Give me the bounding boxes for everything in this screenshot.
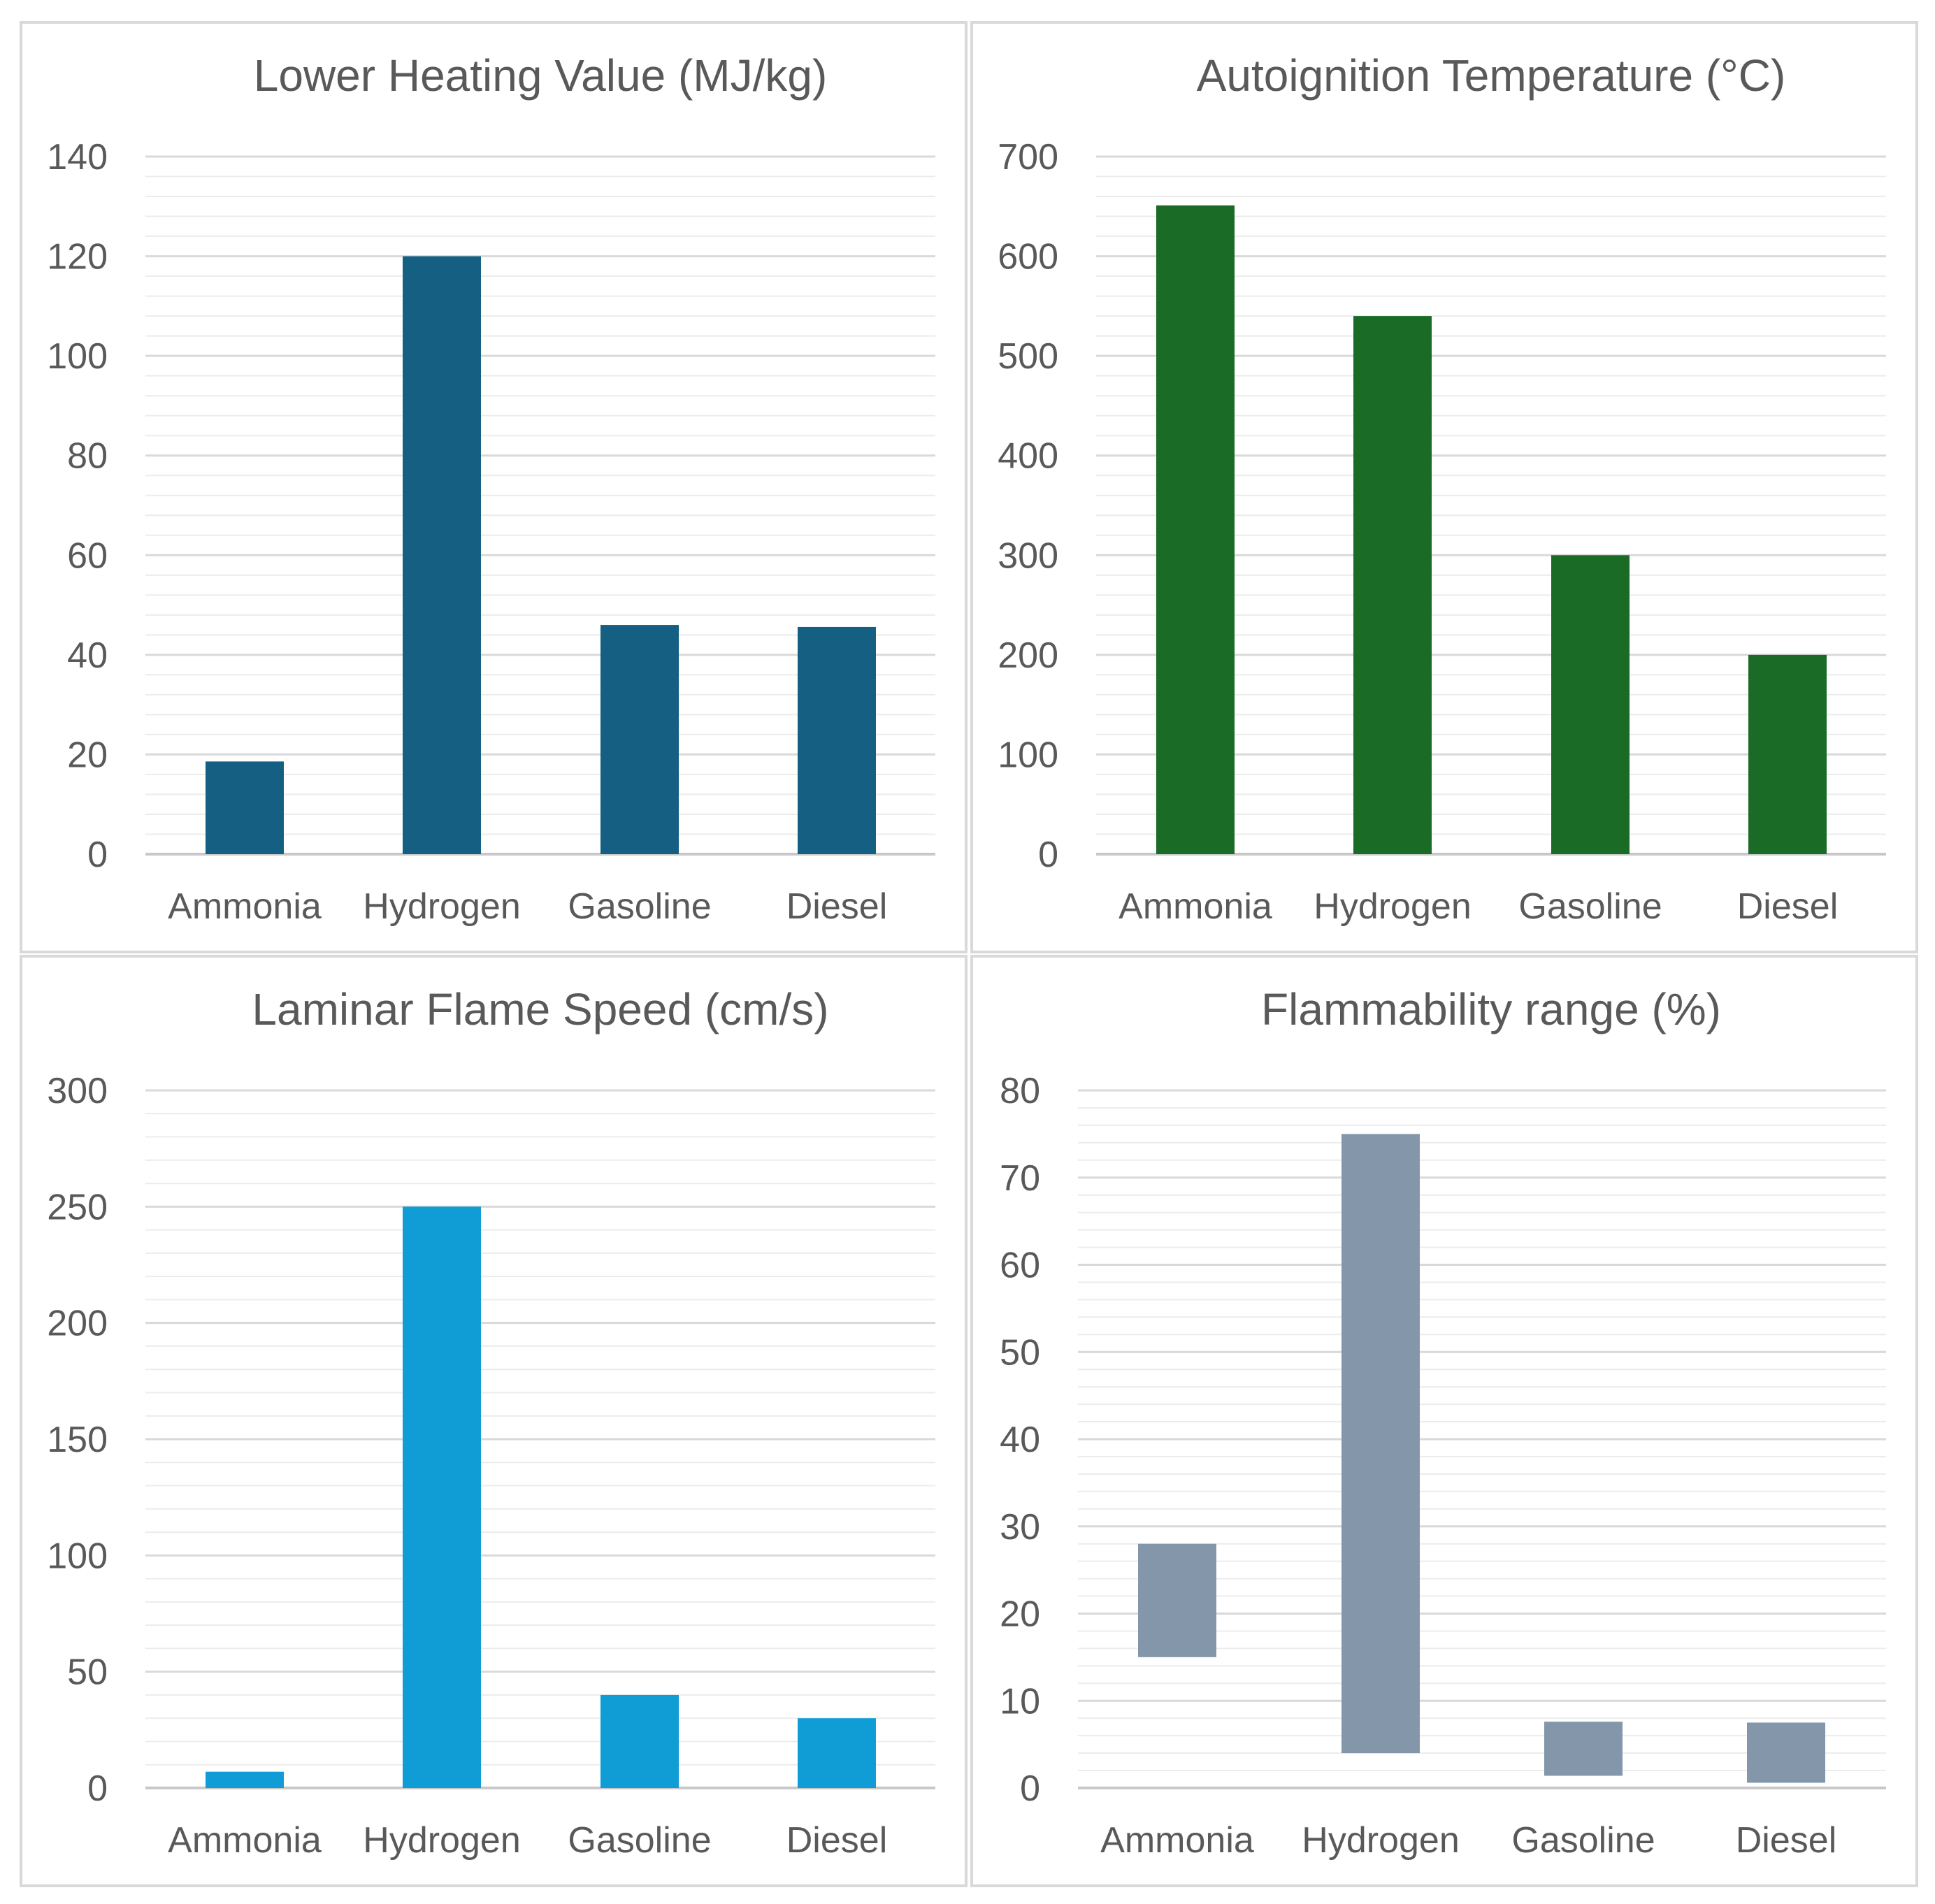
y-tick-label: 0: [87, 1768, 108, 1809]
bar-ammonia: [206, 1771, 284, 1788]
bar-ammonia: [206, 761, 284, 854]
y-tick-label: 30: [1000, 1507, 1040, 1548]
y-tick-label: 200: [998, 635, 1058, 676]
y-tick-label: 700: [998, 137, 1058, 178]
y-tick-label: 80: [67, 436, 108, 477]
y-tick-label: 100: [998, 735, 1058, 775]
chart-flammability-range: Flammability range (%) 0 10 20 30 40 50 60 70 80…: [1000, 984, 1886, 1861]
x-tick-label: Hydrogen: [363, 886, 520, 927]
y-tick-label: 0: [1020, 1768, 1040, 1809]
bar-diesel: [798, 626, 876, 854]
bar-hydrogen: [1341, 1134, 1420, 1754]
y-tick-label: 120: [47, 237, 108, 277]
y-tick-label: 70: [1000, 1158, 1040, 1199]
y-tick-label: 600: [998, 237, 1058, 277]
bar-hydrogen: [1353, 316, 1432, 855]
y-tick-label: 10: [1000, 1681, 1040, 1722]
y-tick-label: 300: [998, 535, 1058, 576]
y-tick-label: 40: [67, 635, 108, 676]
y-tick-label: 250: [47, 1187, 108, 1227]
y-tick-label: 140: [47, 137, 108, 178]
bar-ammonia: [1138, 1543, 1216, 1657]
x-tick-label: Hydrogen: [363, 1820, 520, 1861]
y-tick-label: 100: [47, 1536, 108, 1576]
x-tick-label: Diesel: [1737, 886, 1839, 927]
y-tick-label: 50: [67, 1652, 108, 1693]
y-tick-label: 150: [47, 1420, 108, 1460]
y-tick-label: 40: [1000, 1420, 1040, 1460]
chart-title: Lower Heating Value (MJ/kg): [254, 50, 828, 101]
bar-diesel: [1748, 654, 1827, 854]
bar-gasoline: [600, 625, 679, 854]
y-tick-label: 400: [998, 436, 1058, 477]
y-tick-label: 80: [1000, 1071, 1040, 1111]
x-tick-label: Gasoline: [1518, 886, 1662, 927]
chart-title: Autoignition Temperature (°C): [1197, 50, 1786, 101]
chart-panel-flammability-range: Flammability range (%) 0 10 20 30 40 50 60 70 80…: [970, 955, 1918, 1887]
chart-autoignition-temperature: Autoignition Temperature (°C) 0 100 200 300…: [998, 50, 1886, 927]
y-tick-label: 50: [1000, 1332, 1040, 1373]
chart-title: Laminar Flame Speed (cm/s): [252, 984, 828, 1034]
chart-panel-autoignition-temperature: Autoignition Temperature (°C) 0 100 200 300…: [970, 21, 1918, 953]
x-tick-label: Diesel: [786, 886, 888, 927]
y-tick-label: 300: [47, 1071, 108, 1111]
bar-gasoline: [1551, 555, 1630, 854]
x-tick-label: Diesel: [1736, 1820, 1837, 1861]
bar-diesel: [798, 1718, 876, 1788]
y-tick-label: 60: [1000, 1246, 1040, 1286]
x-tick-label: Gasoline: [1511, 1820, 1655, 1861]
x-tick-label: Hydrogen: [1302, 1820, 1459, 1861]
x-tick-label: Ammonia: [1118, 886, 1272, 927]
x-tick-label: Gasoline: [568, 1820, 711, 1861]
y-tick-label: 100: [47, 336, 108, 377]
x-tick-label: Ammonia: [1100, 1820, 1254, 1861]
y-tick-label: 20: [1000, 1594, 1040, 1635]
bar-diesel: [1747, 1722, 1825, 1783]
y-tick-label: 0: [1038, 835, 1058, 875]
bar-gasoline: [600, 1694, 679, 1788]
y-tick-label: 60: [67, 535, 108, 576]
x-tick-label: Diesel: [786, 1820, 888, 1861]
bar-ammonia: [1156, 205, 1235, 854]
bar-hydrogen: [403, 1206, 481, 1788]
bar-hydrogen: [403, 256, 481, 855]
chart-laminar-flame-speed: Laminar Flame Speed (cm/s) 0 50 100 150 200 2…: [47, 984, 935, 1861]
chart-lower-heating-value: Lower Heating Value (MJ/kg) 0 20 40 60 80 100…: [47, 50, 935, 927]
x-tick-label: Ammonia: [168, 1820, 322, 1861]
x-tick-label: Ammonia: [168, 886, 322, 927]
y-tick-label: 500: [998, 336, 1058, 377]
chart-panel-lower-heating-value: Lower Heating Value (MJ/kg) 0 20 40 60 80 100…: [20, 21, 968, 953]
y-tick-label: 20: [67, 735, 108, 775]
y-tick-label: 0: [87, 835, 108, 875]
chart-title: Flammability range (%): [1261, 984, 1721, 1034]
chart-panel-laminar-flame-speed: Laminar Flame Speed (cm/s) 0 50 100 150 200 2…: [20, 955, 968, 1887]
x-tick-label: Hydrogen: [1314, 886, 1471, 927]
bar-gasoline: [1544, 1722, 1623, 1776]
x-tick-label: Gasoline: [568, 886, 711, 927]
y-tick-label: 200: [47, 1304, 108, 1344]
